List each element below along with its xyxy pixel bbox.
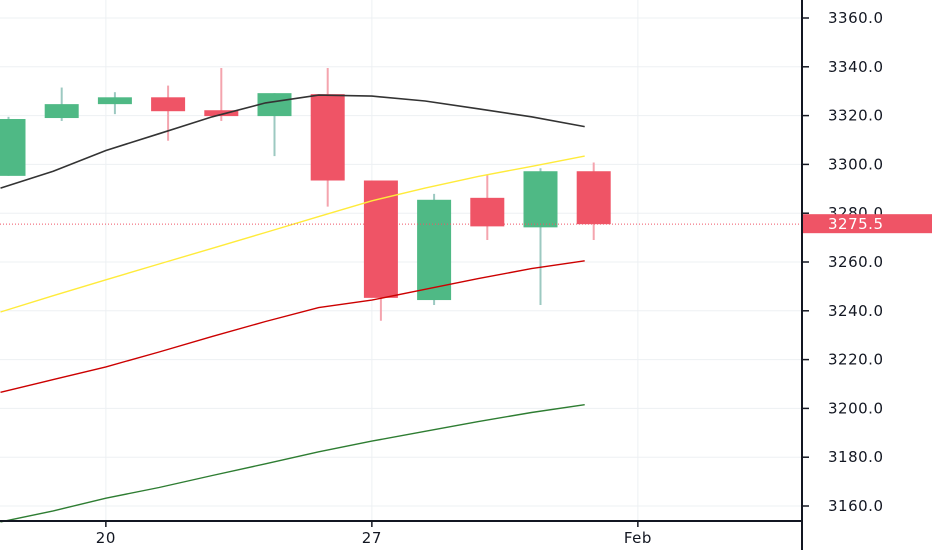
last-price-label-bg [803, 214, 932, 234]
indicator-line-1 [0, 94, 585, 189]
indicator-line-2 [0, 155, 585, 313]
candle[interactable] [44, 87, 79, 121]
candle-body-up [417, 199, 452, 301]
candle-body-down [310, 94, 345, 181]
y-tick-label: 3360.0 [828, 9, 884, 27]
x-tick-label: 27 [362, 529, 382, 547]
candle[interactable] [151, 85, 186, 141]
candle-body-up [97, 97, 132, 105]
candle-body-up [523, 171, 558, 228]
y-tick-label: 3340.0 [828, 58, 884, 76]
candle[interactable] [97, 92, 132, 115]
indicator-lines [0, 94, 585, 523]
candle[interactable] [0, 116, 26, 176]
x-tick-label: 20 [96, 529, 116, 547]
axes [0, 0, 803, 550]
candle[interactable] [204, 68, 239, 121]
y-tick-label: 3220.0 [828, 351, 884, 369]
candle-body-down [576, 171, 611, 225]
candle-layer[interactable] [0, 68, 611, 321]
last-price-label: 3275.5 [803, 214, 932, 234]
candle[interactable] [470, 174, 505, 241]
candle-body-up [44, 104, 79, 119]
y-tick-label: 3260.0 [828, 253, 884, 271]
y-tick-label: 3240.0 [828, 302, 884, 320]
candle-body-up [257, 93, 292, 117]
candle-body-down [363, 180, 398, 298]
candle[interactable] [523, 168, 558, 305]
y-tick-label: 3300.0 [828, 155, 884, 173]
x-tick-label: Feb [624, 529, 652, 547]
candle[interactable] [257, 93, 292, 157]
candle-body-down [470, 197, 505, 227]
candle-body-up [0, 119, 26, 176]
y-tick-label: 3320.0 [828, 107, 884, 125]
y-tick-label: 3160.0 [828, 497, 884, 515]
y-axis-ticks[interactable]: 3160.03180.03200.03220.03240.03260.03280… [802, 9, 884, 515]
grid-lines [0, 0, 802, 521]
candle[interactable] [576, 162, 611, 241]
candle[interactable] [310, 68, 345, 207]
candle-body-down [204, 110, 239, 117]
x-axis-ticks[interactable]: 20 27 Feb [96, 521, 652, 547]
candle-body-down [151, 97, 186, 112]
indicator-line-4 [0, 404, 585, 523]
y-tick-label: 3180.0 [828, 448, 884, 466]
indicator-line-3 [0, 260, 585, 393]
last-price-label-text: 3275.5 [828, 215, 884, 233]
y-tick-label: 3200.0 [828, 399, 884, 417]
candle[interactable] [417, 193, 452, 305]
candle[interactable] [363, 180, 398, 321]
